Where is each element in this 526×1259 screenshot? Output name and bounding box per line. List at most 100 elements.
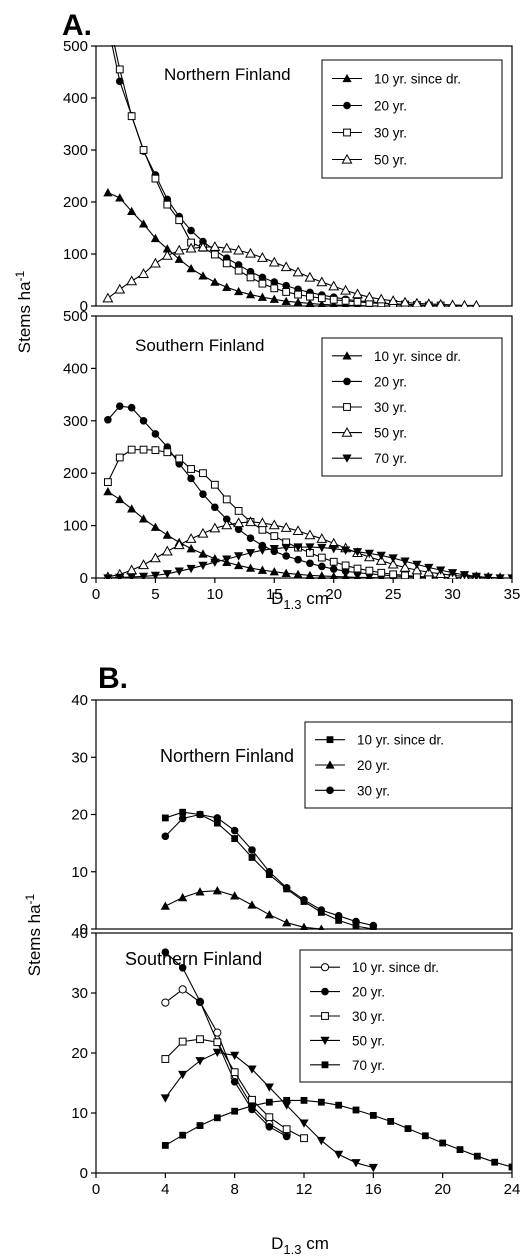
- legend-item-30-yr: 30 yr.: [332, 126, 407, 141]
- legend-item-10-yr-since-dr: 10 yr. since dr.: [332, 349, 461, 364]
- series-70-yr-point: [138, 572, 149, 579]
- series-10-yr-since-dr-point: [269, 294, 279, 303]
- series-70-yr-point: [412, 560, 422, 569]
- series-10-yr-since-dr-point: [248, 854, 256, 861]
- series-70-yr-point: [269, 544, 279, 554]
- series-10-yr-since-dr-point: [330, 300, 338, 307]
- series-20-yr-point: [264, 910, 274, 919]
- series-70-yr-point: [507, 574, 512, 579]
- series-20-yr-point: [104, 21, 112, 29]
- series-30-yr-point: [234, 266, 243, 275]
- series-70-yr-point: [473, 1152, 481, 1160]
- y-tick-label: 200: [63, 194, 88, 211]
- series-70-yr-point: [459, 571, 470, 579]
- series-50-yr-point: [280, 261, 292, 272]
- series-30-yr-point: [265, 867, 274, 876]
- series-50-yr-point: [138, 559, 149, 570]
- y-tick-label: 10: [71, 864, 88, 881]
- x-tick-label: 24: [504, 1181, 521, 1198]
- data-layer: [160, 948, 512, 1173]
- series-20-yr-point: [139, 417, 148, 425]
- series-30-yr-point: [248, 1095, 256, 1104]
- series-30-yr-point: [317, 553, 326, 562]
- x-tick-label: 20: [325, 586, 342, 603]
- series-20-yr-point: [258, 273, 267, 282]
- series-30-yr-point: [187, 465, 195, 473]
- series-70-yr-point: [424, 563, 434, 573]
- series-30-yr-point: [139, 445, 148, 454]
- series-50-yr-point: [230, 1051, 240, 1060]
- series-30-yr: [161, 1035, 308, 1143]
- series-20-yr-point: [234, 525, 243, 534]
- series-30-yr-point: [178, 814, 187, 823]
- series-10-yr-since-dr-point: [234, 560, 244, 570]
- series-70-yr-point: [231, 1107, 239, 1115]
- series-50-yr-line: [107, 246, 477, 307]
- legend-marker: [343, 377, 351, 386]
- series-20-yr-point: [329, 565, 338, 573]
- series-50-yr-point: [448, 299, 457, 307]
- series-30-yr-point: [300, 896, 308, 904]
- legend-marker: [320, 963, 330, 972]
- series-50-yr-point: [256, 252, 268, 262]
- series-70-yr-point: [483, 573, 493, 579]
- series-50-yr-point: [161, 249, 173, 260]
- series-20-yr-line: [164, 951, 287, 1137]
- y-axis-title-b: Stems ha-1: [23, 893, 44, 976]
- data-layer: [103, 402, 512, 579]
- legend-marker: [343, 101, 351, 110]
- series-10-yr-since-dr-point: [150, 522, 161, 531]
- y-axis-title-a: Stems ha-1: [13, 270, 34, 353]
- series-50-yr: [160, 1048, 378, 1173]
- x-tick-label: 8: [230, 1181, 238, 1198]
- series-50-yr-point: [233, 244, 245, 255]
- series-10-yr-since-dr-point: [317, 571, 327, 579]
- legend-item-10-yr-since-dr: 10 yr. since dr.: [332, 72, 461, 87]
- series-10-yr-since-dr-point: [138, 219, 149, 228]
- series-50-yr-point: [352, 288, 363, 299]
- y-tick-label: 30: [71, 985, 88, 1002]
- series-10-yr-since-dr-point: [281, 296, 291, 305]
- x-tick-label: 5: [151, 586, 159, 603]
- legend-label: 20 yr.: [352, 985, 385, 1000]
- series-70-yr-point: [150, 571, 161, 579]
- legend-item-10-yr-since-dr: 10 yr. since dr.: [315, 733, 444, 748]
- series-10-yr-since-dr-point: [186, 263, 196, 273]
- series-70-yr-point: [300, 1097, 308, 1104]
- data-layer: [160, 808, 378, 930]
- series-50-yr-point: [328, 280, 340, 291]
- series-70-yr-point: [283, 1097, 291, 1104]
- series-50-yr-point: [268, 256, 280, 267]
- x-axis-title-a: D1.3 cm: [271, 589, 329, 612]
- panel-a: A.: [62, 9, 92, 42]
- series-50-yr-point: [387, 558, 399, 569]
- x-tick-label: 0: [92, 1181, 100, 1198]
- series-50-yr-point: [268, 519, 280, 530]
- series-50-yr-point: [197, 241, 209, 252]
- series-30-yr-point: [175, 454, 184, 463]
- series-70-yr-point: [404, 1125, 412, 1132]
- legend-item-10-yr-since-dr: 10 yr. since dr.: [310, 960, 439, 975]
- legend-item-30-yr: 30 yr.: [315, 783, 390, 798]
- series-10-yr-since-dr-point: [103, 486, 113, 496]
- series-30-yr-point: [317, 906, 326, 914]
- series-70-yr-point: [335, 1101, 343, 1109]
- series-50-yr-point: [387, 295, 399, 305]
- legend-label: 20 yr.: [357, 758, 390, 773]
- x-tick-label: 35: [504, 586, 521, 603]
- series-20-yr-point: [299, 922, 309, 930]
- series-50-yr-point: [472, 299, 481, 307]
- series-20-yr-point: [294, 555, 302, 564]
- series-50-yr-point: [351, 1159, 361, 1168]
- series-30-yr-point: [365, 566, 374, 575]
- legend-marker: [342, 73, 352, 83]
- series-50-yr-point: [316, 533, 328, 543]
- series-10-yr-since-dr-point: [231, 835, 239, 842]
- y-tick-label: 200: [63, 465, 88, 482]
- subplot-title: Northern Finland: [164, 65, 291, 84]
- series-10-yr-since-dr-point: [162, 530, 172, 539]
- series-30-yr-point: [213, 814, 222, 822]
- y-tick-label: 400: [63, 90, 88, 107]
- series-70-yr-point: [257, 546, 267, 555]
- series-70-yr-point: [317, 543, 327, 553]
